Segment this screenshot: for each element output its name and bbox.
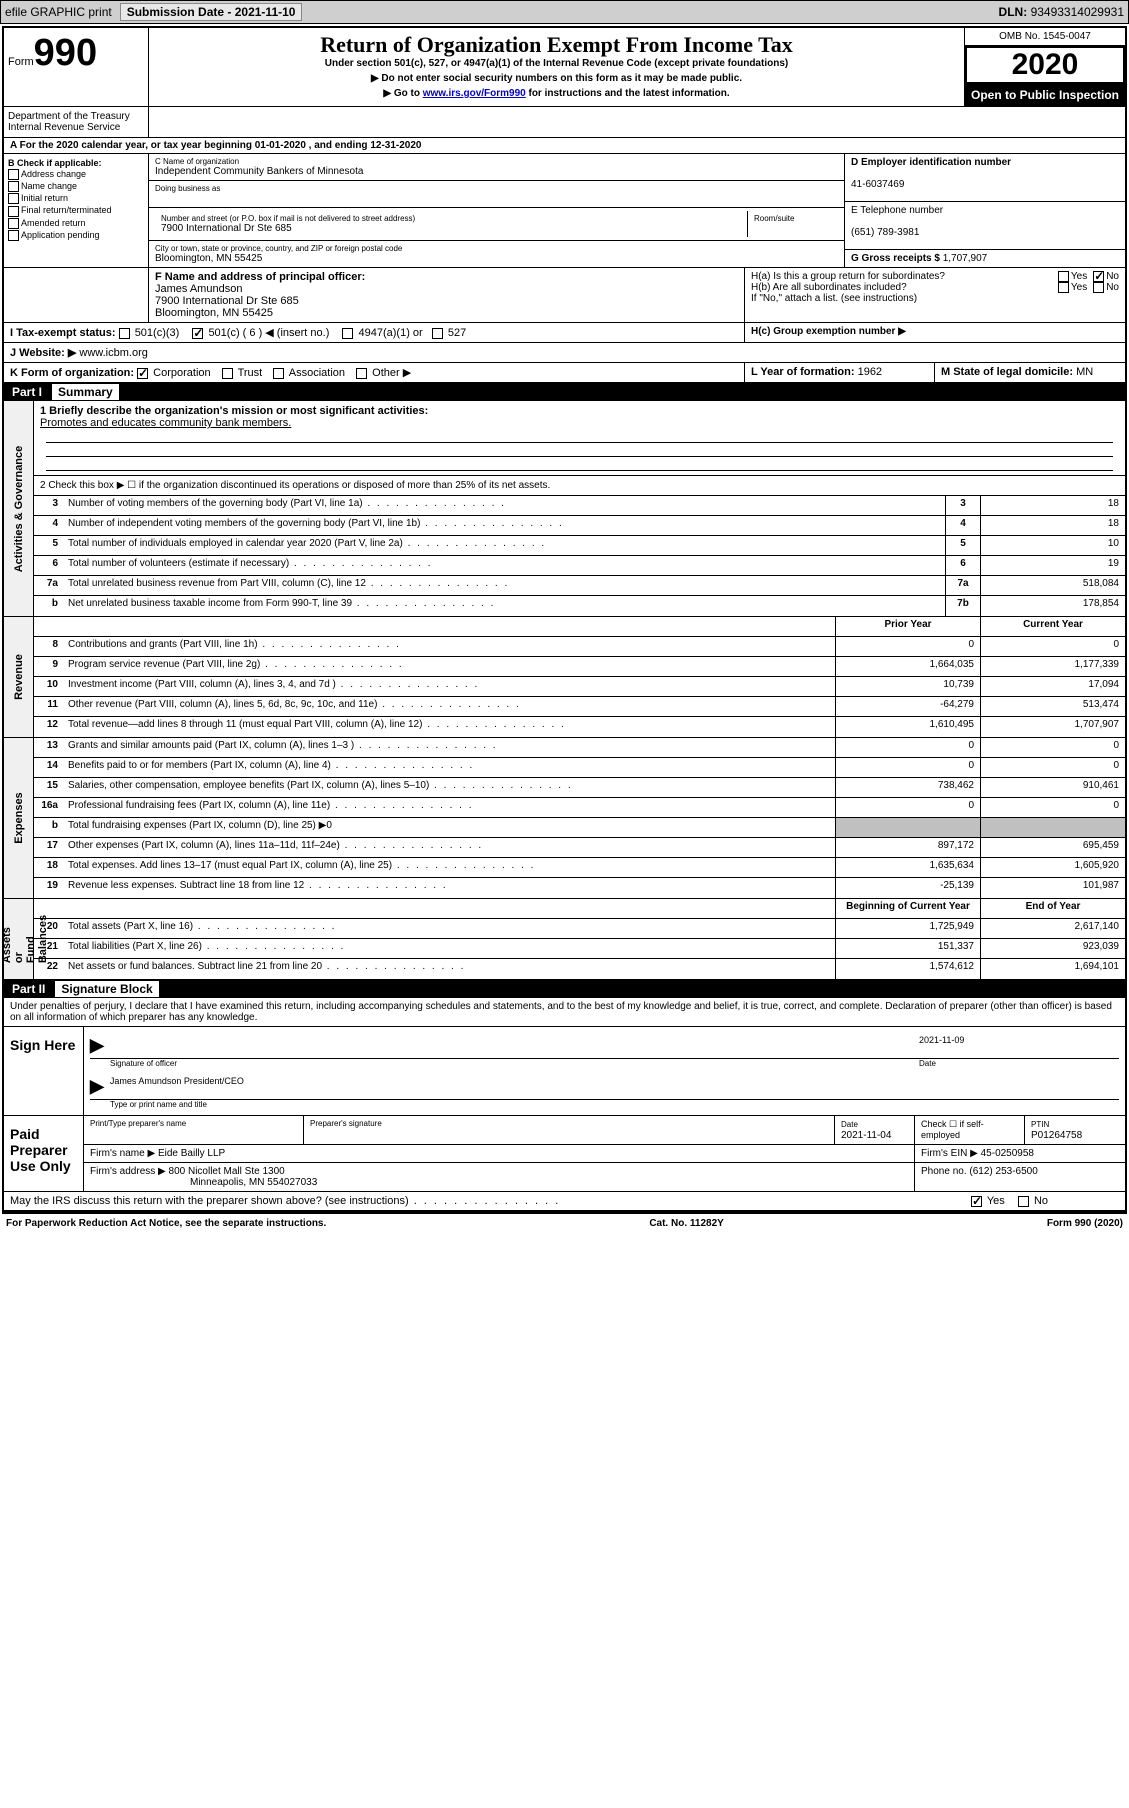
paid-preparer-label: Paid Preparer Use Only [4, 1116, 84, 1191]
check-501c3[interactable] [119, 328, 130, 339]
ha-no-checkbox[interactable] [1093, 271, 1104, 282]
form-title-cell: Return of Organization Exempt From Incom… [149, 28, 965, 106]
check-application-pending[interactable]: Application pending [8, 230, 144, 241]
top-bar: efile GRAPHIC print Submission Date - 20… [0, 0, 1129, 24]
discuss-no-checkbox[interactable] [1018, 1196, 1029, 1207]
tax-exempt-status: I Tax-exempt status: 501(c)(3) 501(c) ( … [4, 323, 745, 342]
table-row: 21 Total liabilities (Part X, line 26) 1… [34, 939, 1125, 959]
sign-here-label: Sign Here [4, 1027, 84, 1115]
col-b-checkboxes: B Check if applicable: Address change Na… [4, 154, 149, 267]
table-row: 20 Total assets (Part X, line 16) 1,725,… [34, 919, 1125, 939]
principal-officer: F Name and address of principal officer:… [149, 268, 745, 322]
table-row: 10 Investment income (Part VIII, column … [34, 677, 1125, 697]
check-other[interactable] [356, 368, 367, 379]
table-row: 12 Total revenue—add lines 8 through 11 … [34, 717, 1125, 737]
efile-label: efile GRAPHIC print [5, 5, 112, 19]
check-initial-return[interactable]: Initial return [8, 193, 144, 204]
group-return-section: H(a) Is this a group return for subordin… [745, 268, 1125, 322]
row-a-tax-year: A For the 2020 calendar year, or tax yea… [4, 138, 1125, 154]
table-row: 3 Number of voting members of the govern… [34, 496, 1125, 516]
org-name-cell: C Name of organization Independent Commu… [149, 154, 844, 181]
label-expenses: Expenses [4, 738, 34, 898]
year-formation: L Year of formation: 1962 [745, 363, 935, 382]
check-501c[interactable] [192, 328, 203, 339]
dln-label: DLN: 93493314029931 [999, 5, 1124, 19]
hc-group-exemption: H(c) Group exemption number ▶ [745, 323, 1125, 342]
table-row: 22 Net assets or fund balances. Subtract… [34, 959, 1125, 979]
mission-row: 1 Briefly describe the organization's mi… [34, 401, 1125, 476]
check-association[interactable] [273, 368, 284, 379]
table-row: 14 Benefits paid to or for members (Part… [34, 758, 1125, 778]
net-header-row: Beginning of Current Year End of Year [34, 899, 1125, 919]
table-row: 15 Salaries, other compensation, employe… [34, 778, 1125, 798]
department-label: Department of the Treasury Internal Reve… [4, 107, 149, 137]
dba-cell: Doing business as [149, 181, 844, 208]
line-2: 2 Check this box ▶ ☐ if the organization… [34, 476, 1125, 496]
check-final-return[interactable]: Final return/terminated [8, 205, 144, 216]
address-cell: Number and street (or P.O. box if mail i… [149, 208, 844, 241]
state-domicile: M State of legal domicile: MN [935, 363, 1125, 382]
table-row: 7a Total unrelated business revenue from… [34, 576, 1125, 596]
table-row: 16a Professional fundraising fees (Part … [34, 798, 1125, 818]
table-row: b Net unrelated business taxable income … [34, 596, 1125, 616]
website-row: J Website: ▶ www.icbm.org [4, 343, 1125, 362]
part-i-header: Part I Summary [4, 383, 1125, 401]
discuss-question: May the IRS discuss this return with the… [4, 1192, 965, 1210]
part-ii-header: Part II Signature Block [4, 980, 1125, 998]
check-527[interactable] [432, 328, 443, 339]
perjury-statement: Under penalties of perjury, I declare th… [4, 998, 1125, 1027]
gross-receipts-cell: G Gross receipts $ 1,707,907 [845, 250, 1125, 267]
table-row: 17 Other expenses (Part IX, column (A), … [34, 838, 1125, 858]
check-corporation[interactable] [137, 368, 148, 379]
officer-signature-line[interactable] [110, 1035, 919, 1056]
submission-date-button[interactable]: Submission Date - 2021-11-10 [120, 3, 303, 21]
discuss-yes-checkbox[interactable] [971, 1196, 982, 1207]
table-row: b Total fundraising expenses (Part IX, c… [34, 818, 1125, 838]
table-row: 9 Program service revenue (Part VIII, li… [34, 657, 1125, 677]
ha-yes-checkbox[interactable] [1058, 271, 1069, 282]
table-row: 18 Total expenses. Add lines 13–17 (must… [34, 858, 1125, 878]
form-number-cell: Form990 [4, 28, 149, 106]
form-title: Return of Organization Exempt From Incom… [157, 32, 956, 58]
hb-yes-checkbox[interactable] [1058, 282, 1069, 293]
label-revenue: Revenue [4, 617, 34, 737]
year-box: OMB No. 1545-0047 2020 Open to Public In… [965, 28, 1125, 106]
label-activities-governance: Activities & Governance [4, 401, 34, 616]
table-row: 5 Total number of individuals employed i… [34, 536, 1125, 556]
check-address-change[interactable]: Address change [8, 169, 144, 180]
label-net-assets: Net Assets or Fund Balances [4, 899, 34, 979]
table-row: 13 Grants and similar amounts paid (Part… [34, 738, 1125, 758]
hb-no-checkbox[interactable] [1093, 282, 1104, 293]
check-amended-return[interactable]: Amended return [8, 218, 144, 229]
instructions-link[interactable]: www.irs.gov/Form990 [423, 88, 526, 99]
year-header-row: Prior Year Current Year [34, 617, 1125, 637]
ein-cell: D Employer identification number 41-6037… [845, 154, 1125, 202]
phone-cell: E Telephone number (651) 789-3981 [845, 202, 1125, 250]
table-row: 11 Other revenue (Part VIII, column (A),… [34, 697, 1125, 717]
check-name-change[interactable]: Name change [8, 181, 144, 192]
check-trust[interactable] [222, 368, 233, 379]
city-cell: City or town, state or province, country… [149, 241, 844, 267]
table-row: 6 Total number of volunteers (estimate i… [34, 556, 1125, 576]
footer-row: For Paperwork Reduction Act Notice, see … [0, 1216, 1129, 1231]
table-row: 19 Revenue less expenses. Subtract line … [34, 878, 1125, 898]
table-row: 4 Number of independent voting members o… [34, 516, 1125, 536]
officer-name-title: James Amundson President/CEO [110, 1076, 244, 1097]
table-row: 8 Contributions and grants (Part VIII, l… [34, 637, 1125, 657]
self-employed-check[interactable]: Check ☐ if self-employed [915, 1116, 1025, 1144]
check-4947[interactable] [342, 328, 353, 339]
form-of-org: K Form of organization: Corporation Trus… [4, 363, 745, 382]
